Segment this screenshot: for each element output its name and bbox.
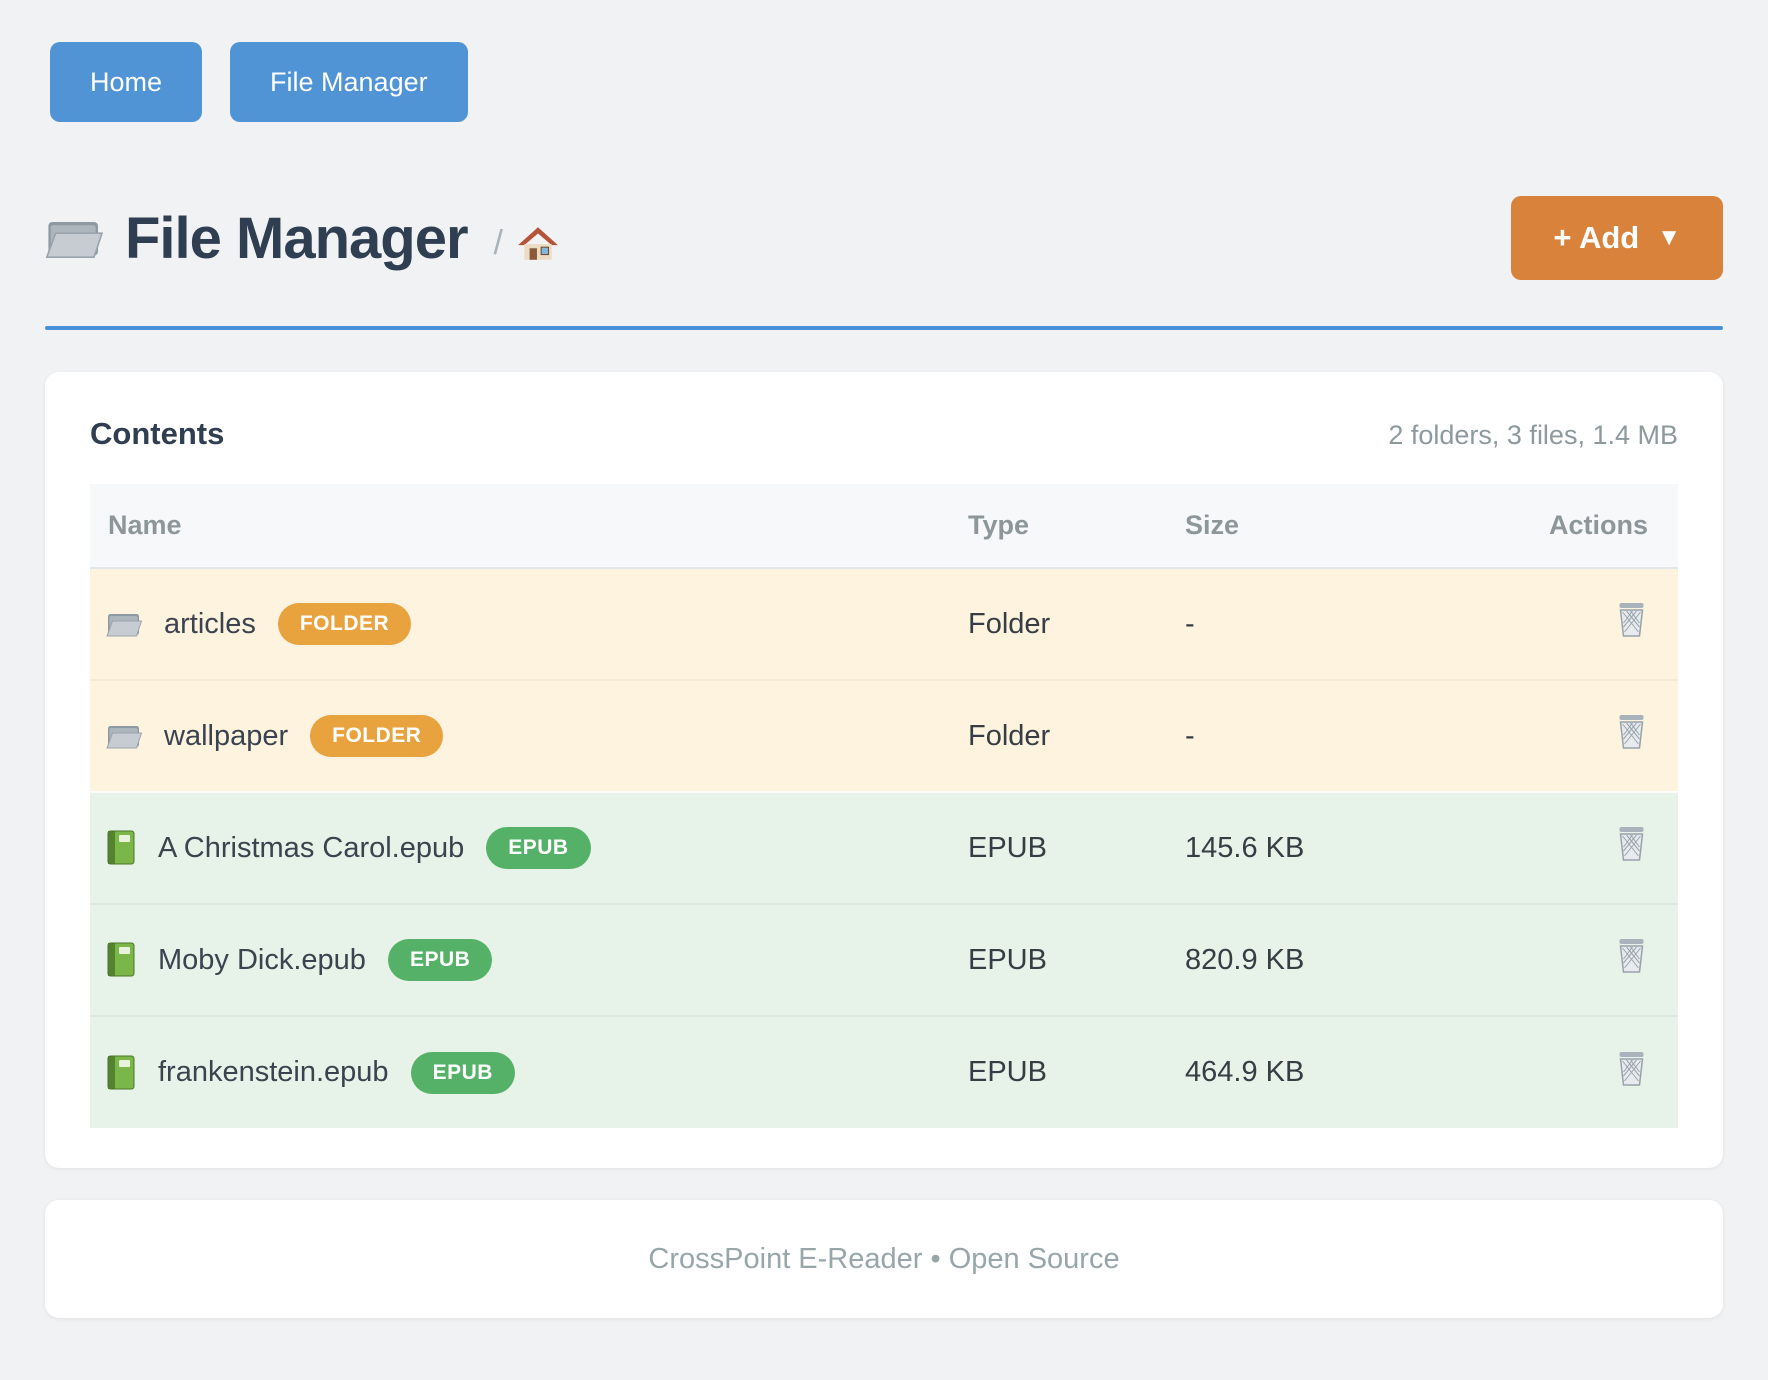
file-name-link[interactable]: A Christmas Carol.epub bbox=[158, 831, 465, 864]
delete-button[interactable] bbox=[1615, 600, 1648, 640]
type-cell: EPUB bbox=[968, 791, 1185, 904]
contents-card-header: Contents 2 folders, 3 files, 1.4 MB bbox=[90, 416, 1678, 452]
chevron-down-icon: ▼ bbox=[1657, 224, 1681, 251]
epub-badge: EPUB bbox=[486, 827, 591, 869]
size-cell: - bbox=[1185, 568, 1465, 680]
file-name-link[interactable]: wallpaper bbox=[164, 719, 289, 752]
top-nav: Home File Manager bbox=[50, 42, 1723, 122]
book-icon bbox=[106, 942, 136, 978]
type-cell: Folder bbox=[968, 568, 1185, 680]
trash-icon bbox=[1615, 1050, 1648, 1092]
page: Home File Manager File Manager / + Add ▼… bbox=[45, 42, 1723, 1318]
trash-icon bbox=[1615, 826, 1648, 867]
home-icon[interactable] bbox=[517, 226, 559, 260]
trash-icon bbox=[1615, 938, 1648, 979]
type-cell: EPUB bbox=[968, 903, 1185, 1016]
nav-home-button[interactable]: Home bbox=[50, 42, 203, 122]
size-cell: 145.6 KB bbox=[1185, 791, 1465, 904]
breadcrumb-separator: / bbox=[493, 223, 503, 262]
column-header-name: Name bbox=[90, 484, 968, 569]
contents-card: Contents 2 folders, 3 files, 1.4 MB Name… bbox=[45, 372, 1723, 1168]
file-name-link[interactable]: frankenstein.epub bbox=[158, 1056, 389, 1088]
trash-icon bbox=[1615, 602, 1648, 643]
footer: CrossPoint E-Reader • Open Source bbox=[45, 1200, 1723, 1318]
folder-icon bbox=[106, 721, 142, 751]
table-header-row: Name Type Size Actions bbox=[90, 484, 1678, 569]
footer-text: CrossPoint E-Reader • Open Source bbox=[648, 1242, 1120, 1275]
contents-summary: 2 folders, 3 files, 1.4 MB bbox=[1388, 420, 1678, 450]
header-divider bbox=[45, 326, 1723, 330]
size-cell: 820.9 KB bbox=[1185, 903, 1465, 1016]
epub-badge: EPUB bbox=[387, 939, 493, 981]
column-header-size: Size bbox=[1185, 484, 1465, 569]
delete-button[interactable] bbox=[1615, 824, 1648, 864]
delete-button[interactable] bbox=[1615, 1049, 1648, 1089]
add-button[interactable]: + Add ▼ bbox=[1511, 196, 1723, 280]
page-title: File Manager bbox=[125, 205, 469, 271]
page-header: File Manager / + Add ▼ bbox=[45, 196, 1723, 280]
folder-badge: FOLDER bbox=[310, 715, 444, 757]
trash-icon bbox=[1615, 714, 1648, 755]
contents-title: Contents bbox=[90, 416, 225, 451]
size-cell: - bbox=[1185, 679, 1465, 792]
folder-icon bbox=[45, 214, 103, 262]
type-cell: Folder bbox=[968, 679, 1185, 792]
size-cell: 464.9 KB bbox=[1185, 1015, 1465, 1128]
table-row-moby-dick[interactable]: Moby Dick.epub EPUB EPUB 820.9 KB bbox=[90, 903, 1678, 1016]
table-row-wallpaper[interactable]: wallpaper FOLDER Folder - bbox=[90, 679, 1678, 792]
delete-button[interactable] bbox=[1615, 712, 1648, 752]
type-cell: EPUB bbox=[968, 1015, 1185, 1128]
table-row-christmas-carol[interactable]: A Christmas Carol.epub EPUB EPUB 145.6 K… bbox=[90, 791, 1678, 904]
folder-icon bbox=[106, 609, 142, 639]
title-group: File Manager / bbox=[45, 205, 559, 272]
column-header-type: Type bbox=[968, 484, 1185, 569]
add-button-label: + Add bbox=[1553, 220, 1640, 255]
folder-badge: FOLDER bbox=[277, 603, 412, 645]
delete-button[interactable] bbox=[1615, 936, 1648, 976]
epub-badge: EPUB bbox=[410, 1051, 515, 1094]
table-row-articles[interactable]: articles FOLDER Folder - bbox=[90, 568, 1678, 680]
file-name-link[interactable]: Moby Dick.epub bbox=[158, 943, 366, 976]
table-row-frankenstein[interactable]: frankenstein.epub EPUB EPUB 464.9 KB bbox=[90, 1015, 1678, 1128]
file-table: Name Type Size Actions articles FOLDER bbox=[90, 484, 1678, 1128]
file-name-link[interactable]: articles bbox=[164, 607, 256, 640]
nav-file-manager-button[interactable]: File Manager bbox=[230, 42, 468, 122]
column-header-actions: Actions bbox=[1465, 484, 1678, 569]
book-icon bbox=[106, 830, 136, 866]
book-icon bbox=[106, 1055, 136, 1091]
